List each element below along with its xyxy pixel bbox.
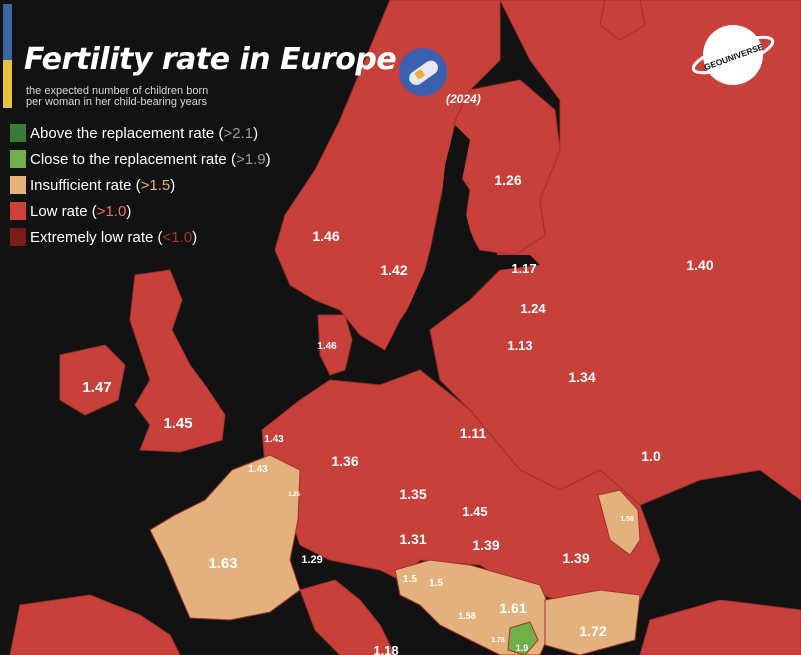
region-ireland-shape xyxy=(59,344,126,416)
region-value-italy: 1.18 xyxy=(373,643,398,655)
legend-item: Insufficient rate (>1.5) xyxy=(10,172,271,198)
year-label: (2024) xyxy=(446,92,481,106)
legend-swatch xyxy=(10,228,26,246)
legend-threshold: >1.5 xyxy=(140,176,171,194)
legend-item: Low rate (>1.0) xyxy=(10,198,271,224)
region-value-germany: 1.36 xyxy=(331,453,358,469)
region-uk-shape xyxy=(129,269,226,453)
legend-threshold: >1.0 xyxy=(96,202,127,220)
legend-close-paren: ) xyxy=(192,228,198,246)
region-italy-shape xyxy=(299,579,396,655)
legend-threshold: <1.0 xyxy=(162,228,193,246)
baltic-sea xyxy=(385,125,480,360)
region-value-switzerland: 1.29 xyxy=(301,554,322,566)
legend-label: Close to the replacement rate ( xyxy=(30,150,236,168)
legend-close-paren: ) xyxy=(265,150,271,168)
legend-label: Extremely low rate ( xyxy=(30,228,163,246)
region-value-luxembourg: 1.25 xyxy=(288,492,300,498)
legend-threshold: >1.9 xyxy=(235,150,266,168)
region-value-bulgaria: 1.72 xyxy=(579,623,606,639)
region-value-belarus: 1.34 xyxy=(568,369,595,385)
region-value-france: 1.63 xyxy=(208,555,237,572)
flag-bar-blue xyxy=(3,4,12,60)
region-value-denmark: 1.46 xyxy=(317,341,337,352)
region-value-hungary: 1.39 xyxy=(472,537,499,553)
region-value-slovenia: 1.5 xyxy=(403,574,417,585)
region-value-poland: 1.11 xyxy=(460,425,487,441)
region-value-russia: 1.40 xyxy=(686,257,713,273)
flag-bar-yellow xyxy=(3,60,12,108)
region-turkey-shape xyxy=(639,599,801,655)
legend-close-paren: ) xyxy=(126,202,132,220)
region-value-finland: 1.26 xyxy=(494,172,521,188)
region-value-ukraine: 1.0 xyxy=(641,448,661,464)
legend-label: Insufficient rate ( xyxy=(30,176,141,194)
legend-item: Extremely low rate (<1.0) xyxy=(10,224,271,250)
region-value-serbia: 1.61 xyxy=(499,600,526,616)
legend-threshold: >2.1 xyxy=(223,124,254,142)
legend-item: Above the replacement rate (>2.1) xyxy=(10,120,271,146)
legend-swatch xyxy=(10,150,26,168)
region-value-croatia: 1.5 xyxy=(429,578,443,589)
baby-bottle-icon xyxy=(399,48,447,96)
region-value-montenegro: 1.78 xyxy=(491,637,505,644)
region-value-lithuania: 1.13 xyxy=(507,338,532,353)
region-value-norway: 1.46 xyxy=(312,228,339,244)
subtitle: the expected number of children born per… xyxy=(26,86,208,108)
region-value-belgium: 1.43 xyxy=(248,464,268,475)
geouniverse-logo: GEOUNIVERSE xyxy=(691,25,775,85)
region-value-kosovo: 1.9 xyxy=(516,643,529,653)
legend-swatch xyxy=(10,202,26,220)
region-france-shape xyxy=(149,454,301,621)
map-labels: 1.46 1.42 1.26 1.17 1.24 1.13 1.40 1.46 1.47 1.45… xyxy=(82,172,713,655)
region-value-ireland: 1.47 xyxy=(82,379,111,396)
gulf-of-finland xyxy=(480,255,540,270)
region-iberia-shape xyxy=(9,594,181,655)
legend-item: Close to the replacement rate (>1.9) xyxy=(10,146,271,172)
region-value-moldova: 1.56 xyxy=(620,516,634,523)
subtitle-line-2: per woman in her child-bearing years xyxy=(26,96,207,108)
region-value-romania: 1.39 xyxy=(562,550,589,566)
black-sea xyxy=(660,525,801,600)
region-value-austria: 1.31 xyxy=(399,531,426,547)
region-bulgaria-shape xyxy=(544,589,641,655)
legend-swatch xyxy=(10,176,26,194)
region-kosovo-shape xyxy=(507,621,539,655)
legend-label: Above the replacement rate ( xyxy=(30,124,224,142)
legend-close-paren: ) xyxy=(170,176,176,194)
region-moldova-shape xyxy=(597,489,641,556)
legend-label: Low rate ( xyxy=(30,202,97,220)
region-value-latvia: 1.24 xyxy=(520,301,546,316)
region-island-shape xyxy=(599,0,646,41)
region-denmark-shape xyxy=(317,314,353,376)
legend: Above the replacement rate (>2.1) Close t… xyxy=(10,120,271,250)
page-title: Fertility rate in Europe xyxy=(24,42,397,77)
region-value-bosnia-and-herzegovina: 1.58 xyxy=(458,611,476,621)
legend-swatch xyxy=(10,124,26,142)
region-value-sweden: 1.42 xyxy=(380,262,407,278)
region-value-slovakia: 1.45 xyxy=(462,504,487,519)
region-value-estonia: 1.17 xyxy=(511,261,536,276)
legend-close-paren: ) xyxy=(253,124,259,142)
subtitle-line-1: the expected number of children born xyxy=(26,85,209,97)
region-value-united-kingdom: 1.45 xyxy=(163,415,192,432)
region-value-netherlands: 1.43 xyxy=(264,434,284,445)
region-value-czechia: 1.35 xyxy=(399,486,426,502)
